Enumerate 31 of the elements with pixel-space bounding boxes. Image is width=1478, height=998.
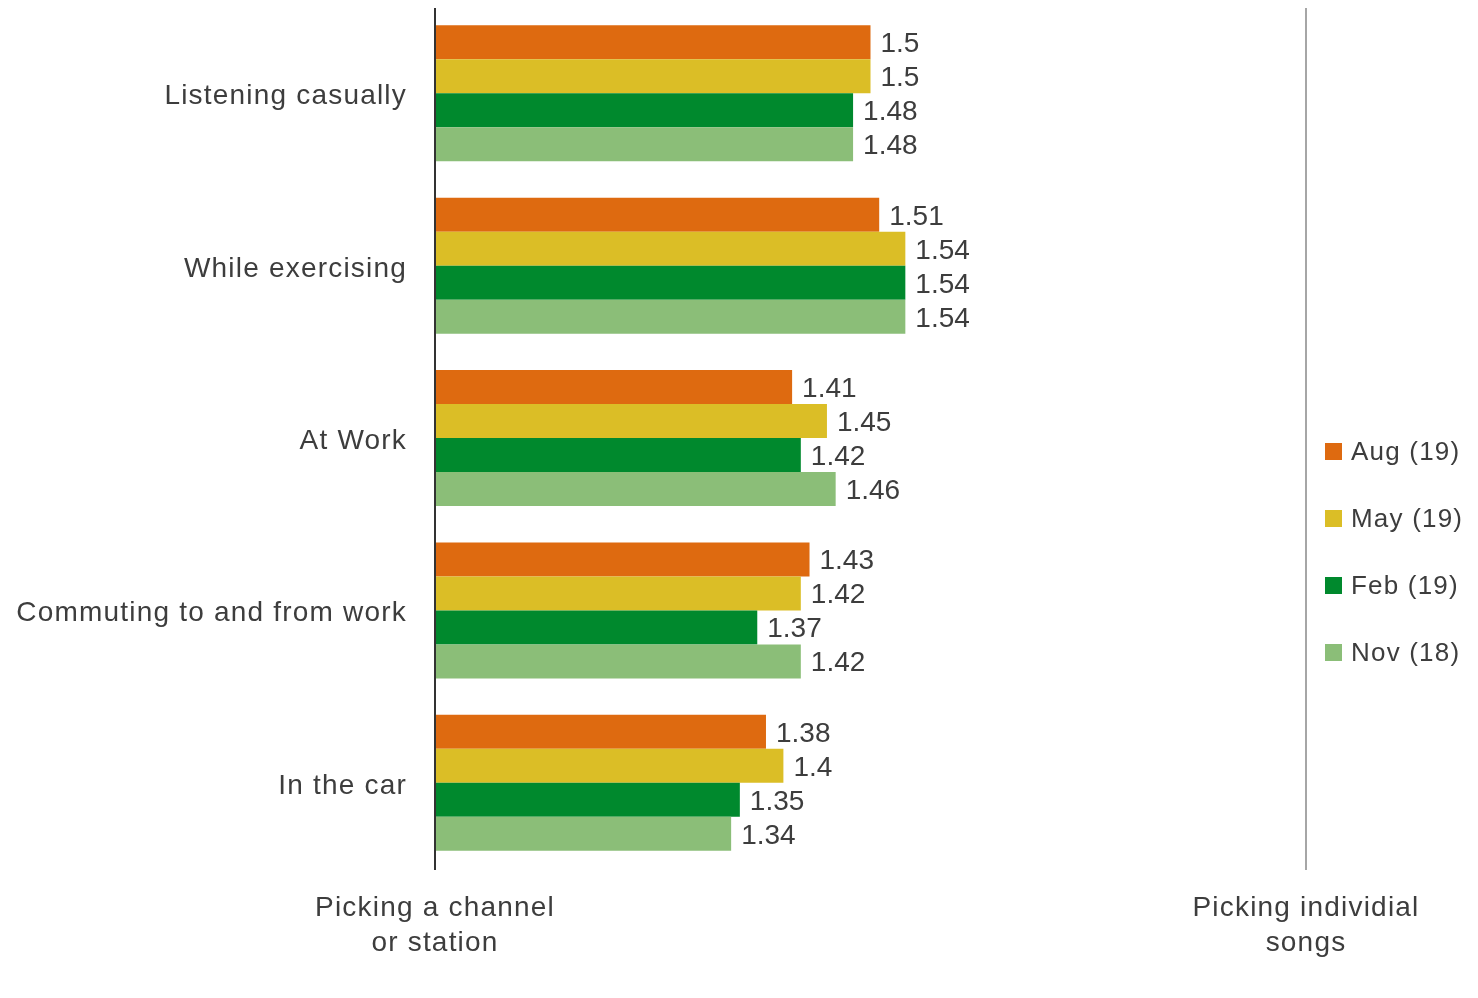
y-tick-label: While exercising	[183, 251, 407, 283]
legend-label: Nov (18)	[1351, 637, 1461, 668]
data-label: 1.41	[802, 371, 857, 403]
text: Picking a channel or station	[315, 891, 555, 957]
ref-line-label: Picking individial songs	[1192, 891, 1420, 957]
y-tick-label: In the car	[278, 768, 407, 800]
data-label: 1.5	[880, 61, 920, 93]
legend-label: Aug (19)	[1351, 436, 1461, 467]
data-label: 1.37	[767, 612, 822, 644]
data-label: 1.46	[845, 473, 901, 505]
data-label: 1.4	[793, 750, 833, 782]
legend-label: Feb (19)	[1351, 570, 1459, 601]
data-label: 1.54	[915, 233, 970, 265]
data-label: 1.48	[863, 129, 918, 161]
data-label: 1.45	[836, 405, 892, 437]
data-label: 1.54	[915, 301, 970, 333]
data-label: 1.38	[775, 716, 831, 748]
y-tick-label: Listening casually	[164, 79, 407, 111]
data-label: 1.5	[880, 27, 920, 59]
data-label: 1.42	[810, 646, 866, 678]
data-label: 1.42	[810, 578, 866, 610]
data-label: 1.54	[915, 267, 970, 299]
data-label: 1.35	[749, 784, 805, 816]
data-label: 1.42	[810, 439, 866, 471]
data-label: 1.51	[889, 199, 944, 231]
y-tick-label: At Work	[299, 424, 407, 455]
data-label: 1.43	[819, 544, 875, 576]
legend-label: May (19)	[1351, 503, 1464, 534]
y-tick-label: Commuting to and from work	[16, 596, 407, 628]
data-label: 1.48	[863, 95, 918, 127]
data-label: 1.34	[741, 818, 796, 850]
